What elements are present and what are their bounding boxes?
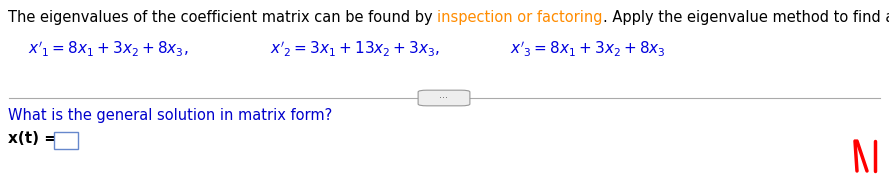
Text: What is the general solution in matrix form?: What is the general solution in matrix f… [8, 108, 332, 123]
Text: inspection or factoring: inspection or factoring [437, 10, 603, 25]
Text: The eigenvalues of the coefficient matrix can be found by: The eigenvalues of the coefficient matri… [8, 10, 437, 25]
Text: . Apply the eigenvalue method to find a: . Apply the eigenvalue method to find a [603, 10, 889, 25]
Text: $x'_1 = 8x_1 + 3x_2 + 8x_3,$: $x'_1 = 8x_1 + 3x_2 + 8x_3,$ [28, 40, 188, 59]
Text: ···: ··· [439, 93, 448, 103]
Text: $x'_2 = 3x_1 + 13x_2 + 3x_3,$: $x'_2 = 3x_1 + 13x_2 + 3x_3,$ [270, 40, 440, 59]
Text: x(t) =: x(t) = [8, 131, 57, 146]
Text: $x'_3 = 8x_1 + 3x_2 + 8x_3$: $x'_3 = 8x_1 + 3x_2 + 8x_3$ [510, 40, 666, 59]
